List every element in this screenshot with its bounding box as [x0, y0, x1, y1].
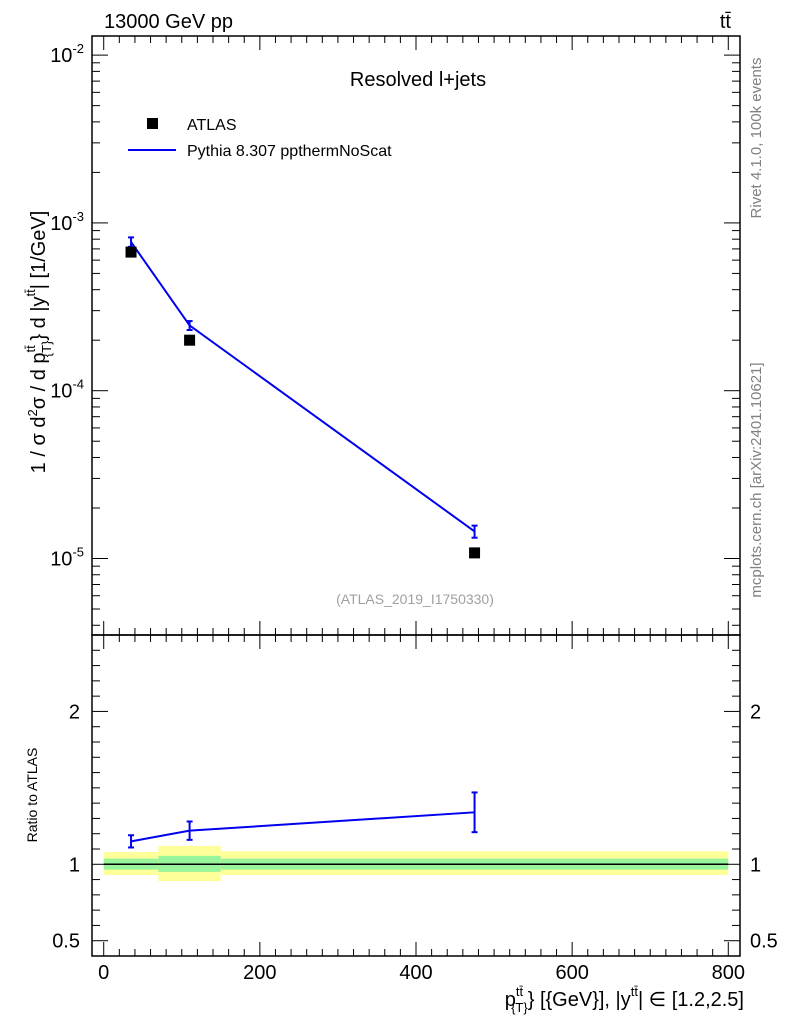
svg-text:ptt̄{T}} [{GeV}], |ytt̄| ∈ [1.: ptt̄ {T}} [{GeV}], |ytt̄| ∈ [1.2,2.5] [505, 984, 744, 1015]
mcplots-label: mcplots.cern.ch [arXiv:2401.10621] [748, 362, 765, 597]
main-panel-title: Resolved l+jets [350, 69, 486, 91]
main-panel-series [125, 236, 481, 559]
x-tick-label: 400 [399, 962, 432, 984]
x-tick-label: 800 [712, 962, 745, 984]
ratio-y-tick-label-right: 0.5 [750, 931, 778, 953]
ratio-mc-line [130, 811, 475, 843]
x-tick-label: 600 [555, 962, 588, 984]
energy-label: 13000 GeV pp [104, 11, 233, 33]
atlas-data-point-0 [125, 246, 137, 258]
atlas-data-point-1 [184, 334, 196, 346]
main-y-tick-label: 10-4 [50, 377, 84, 403]
ratio-uncertainty-bands [103, 845, 729, 882]
ratio-y-axis-title: Ratio to ATLAS [24, 748, 40, 843]
x-axis-title: ptt̄ {T}} [{GeV}], |ytt̄| ∈ [1.2,2.5] [505, 984, 744, 1015]
mc-line [130, 241, 476, 533]
main-y-tick-label: 10-5 [50, 544, 84, 570]
ratio-y-tick-label-left: 0.5 [52, 931, 80, 953]
main-y-axis-title: 1 / σ d2σ / d ptt̄{T}} d |ytt̄| [1/GeV] [23, 211, 54, 474]
ratio-panel-series [128, 791, 478, 849]
atlas-data-point-2 [469, 547, 481, 559]
ratio-panel-frame [91, 634, 741, 957]
x-tick-label: 0 [98, 962, 109, 984]
legend-label-pythia: Pythia 8.307 ppthermNoScat [187, 143, 392, 160]
x-tick-label: 200 [243, 962, 276, 984]
ratio-y-tick-label-right: 1 [750, 854, 761, 876]
axes-frame: 0 200 400 600 800 10-5 10-4 10-3 10-2 0.5 0.5 1 1 2 2 [50, 35, 778, 984]
legend: ATLAS Pythia 8.307 ppthermNoScat [128, 117, 392, 160]
svg-text:1 / σ d2σ / d ptt̄{T}} d |ytt: 1 / σ d2σ / d ptt̄{T}} d |ytt̄| [1/GeV] [23, 211, 54, 474]
ratio-y-tick-label-right: 2 [750, 701, 761, 723]
main-y-tick-label: 10-3 [50, 209, 84, 235]
ratio-y-tick-label-left: 2 [69, 701, 80, 723]
legend-label-atlas: ATLAS [187, 117, 237, 134]
process-label: tt̄ [720, 11, 732, 33]
legend-marker-atlas [147, 118, 158, 129]
main-y-tick-label: 10-2 [50, 41, 84, 67]
rivet-label: Rivet 4.1.0, 100k events [748, 58, 765, 219]
ratio-y-tick-label-left: 1 [69, 854, 80, 876]
analysis-watermark: (ATLAS_2019_I1750330) [336, 591, 494, 607]
